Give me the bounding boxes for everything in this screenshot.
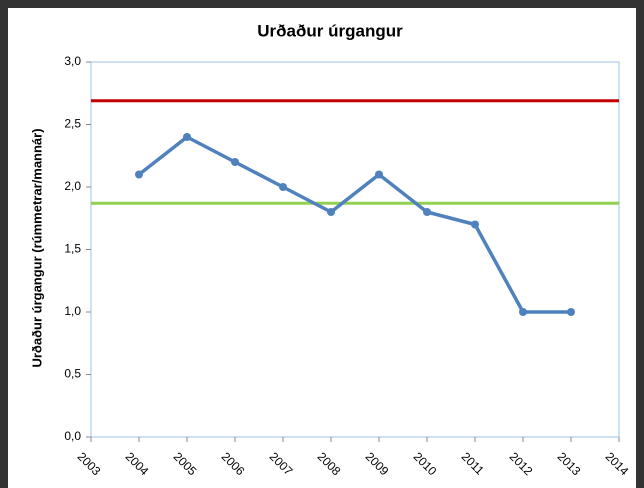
- y-tick-label: 3,0: [64, 54, 81, 68]
- data-point: [183, 133, 191, 141]
- data-point: [231, 158, 239, 166]
- y-tick-label: 2,5: [64, 117, 81, 131]
- y-tick-label: 0,0: [64, 429, 81, 443]
- data-point: [423, 208, 431, 216]
- data-point: [135, 170, 143, 179]
- data-point: [567, 308, 575, 316]
- series-line: [137, 135, 571, 314]
- data-point: [327, 208, 335, 216]
- y-tick-label: 0,5: [64, 367, 81, 381]
- chart-title: Urðaður úrgangur: [257, 21, 403, 40]
- data-point: [519, 308, 527, 316]
- y-tick-label: 2,0: [64, 179, 81, 193]
- y-tick-label: 1,0: [64, 304, 81, 318]
- chart-background: [8, 8, 636, 488]
- data-point: [279, 183, 287, 191]
- data-point: [471, 220, 479, 229]
- y-axis-label: Urðaður úrgangur (rúmmetrar/mannár): [29, 128, 44, 367]
- y-tick-label: 1,5: [64, 242, 81, 256]
- data-point: [375, 170, 383, 179]
